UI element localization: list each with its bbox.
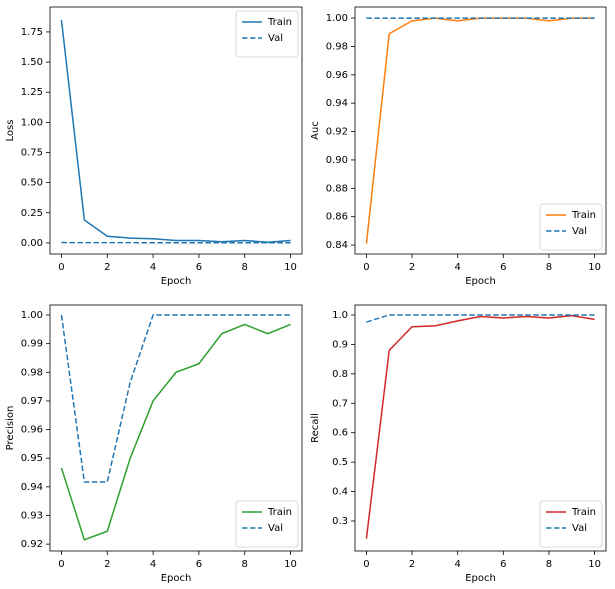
- y-tick-label: 0.9: [332, 339, 348, 350]
- x-tick-label: 8: [546, 262, 552, 273]
- x-tick-label: 8: [546, 559, 552, 570]
- y-tick-label: 0.95: [21, 453, 43, 464]
- y-tick-label: 0.6: [332, 428, 348, 439]
- axes-frame: [354, 6, 607, 255]
- legend: Train Val: [539, 203, 603, 251]
- axes-frame: [49, 6, 303, 255]
- y-tick-label: 1.50: [21, 57, 43, 68]
- y-tick-label: 1.25: [21, 87, 43, 98]
- y-tick-label: 0.3: [332, 516, 348, 527]
- y-tick-label: 0.94: [326, 98, 348, 109]
- x-tick-label: 10: [588, 262, 601, 273]
- x-tick-label: 2: [409, 262, 415, 273]
- legend-label: Val: [268, 523, 283, 534]
- legend: Train Val: [235, 10, 299, 58]
- y-tick-label: 1.00: [21, 310, 43, 321]
- y-tick-label: 0.75: [21, 147, 43, 158]
- legend-label: Train: [571, 507, 596, 518]
- x-tick-label: 4: [150, 262, 156, 273]
- x-tick-label: 6: [196, 262, 202, 273]
- x-tick-label: 6: [196, 559, 202, 570]
- series-line: [365, 314, 595, 539]
- x-tick-label: 2: [104, 559, 110, 570]
- x-tick-label: 6: [500, 559, 506, 570]
- series-line: [366, 314, 595, 323]
- legend-label: Val: [572, 523, 587, 534]
- x-tick-label: 0: [58, 559, 64, 570]
- y-tick-label: 0.50: [21, 178, 43, 189]
- x-tick-label: 8: [242, 262, 248, 273]
- legend-label: Train: [267, 507, 292, 518]
- series-line: [60, 314, 291, 483]
- legend-label: Train: [267, 17, 292, 28]
- y-tick-label: 0.90: [326, 155, 348, 166]
- y-tick-label: 0.96: [21, 425, 43, 436]
- x-tick-label: 4: [454, 559, 460, 570]
- x-tick-label: 2: [409, 559, 415, 570]
- x-tick-label: 10: [284, 559, 297, 570]
- y-tick-label: 0.8: [332, 369, 348, 380]
- subplot: 0.84 0.86 0.88 0.90 0.92 0.94 0.96 0.98 1.00 0 2 4 6…: [310, 6, 607, 287]
- x-axis-label: Epoch: [161, 573, 192, 584]
- y-tick-label: 1.75: [21, 27, 43, 38]
- x-axis-label: Epoch: [161, 276, 192, 287]
- x-tick-label: 10: [588, 559, 601, 570]
- y-tick-label: 0.93: [21, 510, 43, 521]
- x-tick-label: 4: [150, 559, 156, 570]
- axes-frame: [49, 304, 303, 552]
- series-line: [60, 323, 291, 541]
- x-tick-label: 10: [284, 262, 297, 273]
- legend: Train Val: [235, 500, 299, 548]
- y-tick-label: 0.92: [21, 539, 43, 550]
- subplot: 0.00 0.25 0.50 0.75 1.00 1.25 1.50 1.75 0 2 4 6 8 10 E…: [5, 6, 303, 287]
- y-tick-label: 0.7: [332, 398, 348, 409]
- y-tick-label: 0.5: [332, 457, 348, 468]
- y-tick-label: 0.98: [21, 367, 43, 378]
- y-tick-label: 0.94: [21, 482, 43, 493]
- y-tick-label: 0.4: [332, 487, 348, 498]
- y-tick-label: 0.88: [326, 183, 348, 194]
- x-axis-label: Epoch: [465, 276, 496, 287]
- legend: Train Val: [539, 500, 603, 548]
- y-tick-label: 0.96: [326, 70, 348, 81]
- y-tick-label: 0.99: [21, 339, 43, 350]
- y-tick-label: 1.00: [21, 117, 43, 128]
- y-tick-label: 0.97: [21, 396, 43, 407]
- y-axis-label: Precision: [5, 406, 16, 451]
- subplot: 0.3 0.4 0.5 0.6 0.7 0.8 0.9 1.0 0 2 4 6 8 10 Epoch Reca…: [310, 304, 607, 584]
- series-line: [60, 19, 291, 244]
- y-tick-label: 0.98: [326, 41, 348, 52]
- x-tick-label: 4: [454, 262, 460, 273]
- x-tick-label: 8: [242, 559, 248, 570]
- y-tick-label: 1.0: [332, 310, 348, 321]
- y-tick-label: 0.92: [326, 127, 348, 138]
- legend-label: Val: [268, 33, 283, 44]
- y-tick-label: 0.84: [326, 240, 348, 251]
- x-tick-label: 2: [104, 262, 110, 273]
- y-axis-label: Recall: [310, 413, 321, 443]
- y-axis-label: Loss: [5, 120, 16, 142]
- y-tick-label: 1.00: [326, 13, 348, 24]
- subplot: 0.92 0.93 0.94 0.95 0.96 0.97 0.98 0.99 1.00 0 2 4 6…: [5, 304, 303, 584]
- x-axis-label: Epoch: [465, 573, 496, 584]
- y-axis-label: Auc: [310, 121, 321, 140]
- y-tick-label: 0.86: [326, 212, 348, 223]
- x-tick-label: 6: [500, 262, 506, 273]
- axes-frame: [354, 304, 607, 552]
- y-tick-label: 0.00: [21, 238, 43, 249]
- x-tick-label: 0: [363, 262, 369, 273]
- legend-label: Val: [572, 226, 587, 237]
- legend-label: Train: [571, 210, 596, 221]
- y-tick-label: 0.25: [21, 208, 43, 219]
- x-tick-label: 0: [58, 262, 64, 273]
- x-tick-label: 0: [363, 559, 369, 570]
